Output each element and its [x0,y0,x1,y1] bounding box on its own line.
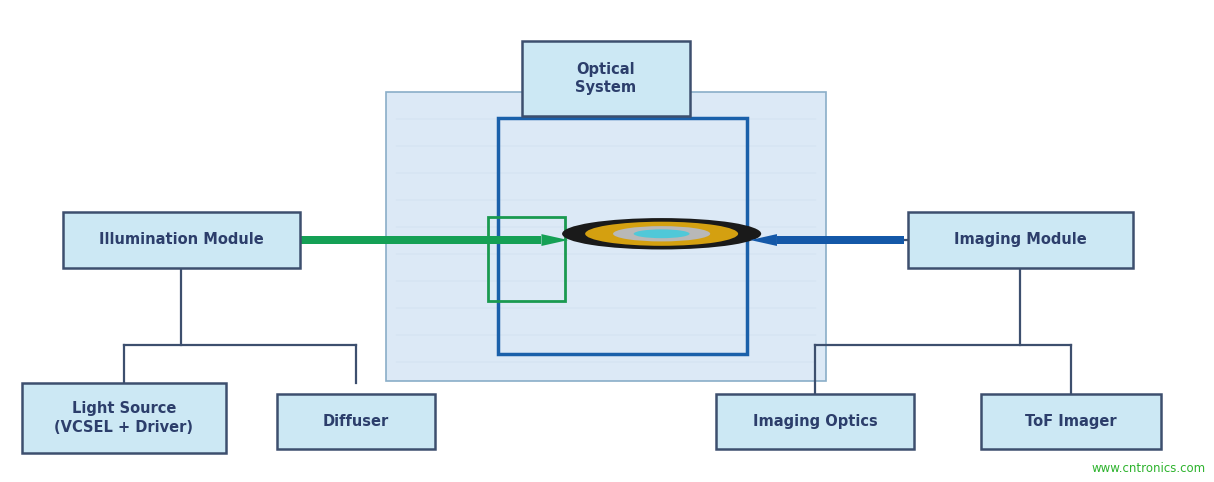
FancyBboxPatch shape [522,41,690,116]
Ellipse shape [613,226,710,241]
Text: Optical
System: Optical System [575,62,636,95]
FancyBboxPatch shape [277,394,435,449]
FancyBboxPatch shape [908,212,1133,268]
FancyBboxPatch shape [716,394,914,449]
Text: Light Source
(VCSEL + Driver): Light Source (VCSEL + Driver) [55,402,193,435]
FancyBboxPatch shape [22,383,226,453]
Text: Imaging Optics: Imaging Optics [753,414,878,429]
Polygon shape [777,236,904,244]
Text: Diffuser: Diffuser [323,414,388,429]
FancyBboxPatch shape [981,394,1161,449]
Ellipse shape [585,222,738,246]
Polygon shape [301,236,541,244]
Ellipse shape [562,218,761,250]
Text: www.cntronics.com: www.cntronics.com [1091,462,1206,475]
Polygon shape [750,234,777,246]
Text: Illumination Module: Illumination Module [100,232,263,247]
Ellipse shape [634,229,690,238]
Polygon shape [541,234,568,246]
FancyBboxPatch shape [386,92,826,381]
Text: ToF Imager: ToF Imager [1025,414,1117,429]
Text: Imaging Module: Imaging Module [954,232,1087,247]
FancyBboxPatch shape [63,212,300,268]
